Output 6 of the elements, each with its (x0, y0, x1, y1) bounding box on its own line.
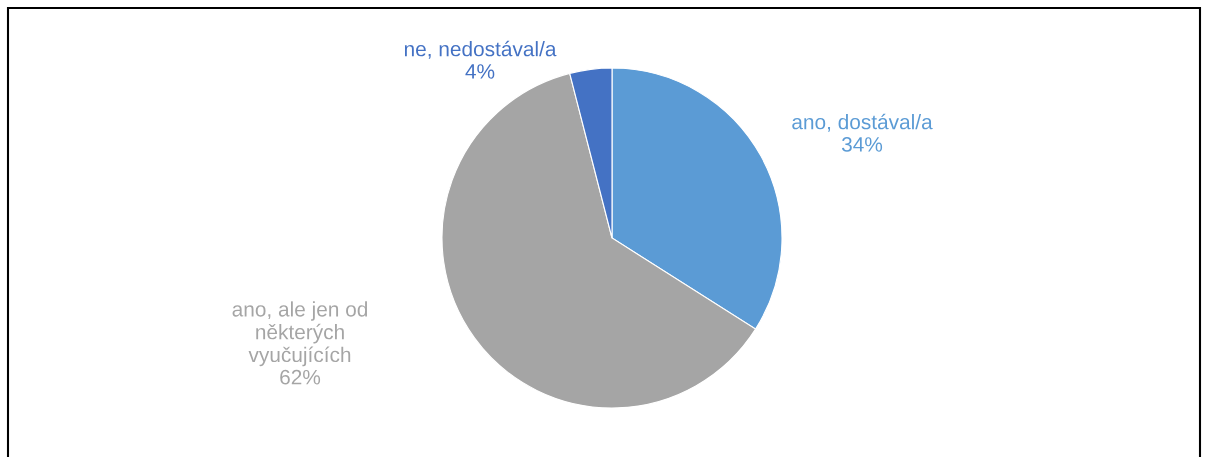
slice-label: ne, nedostával/a (404, 40, 557, 59)
data-label: 4% (465, 64, 495, 79)
data-label: 62% (280, 369, 321, 385)
data-label: 34% (841, 137, 883, 152)
slice-label: ano, dostával/a (792, 113, 933, 132)
slice-label: ano, ale jen od některých vyučujících (232, 301, 368, 367)
